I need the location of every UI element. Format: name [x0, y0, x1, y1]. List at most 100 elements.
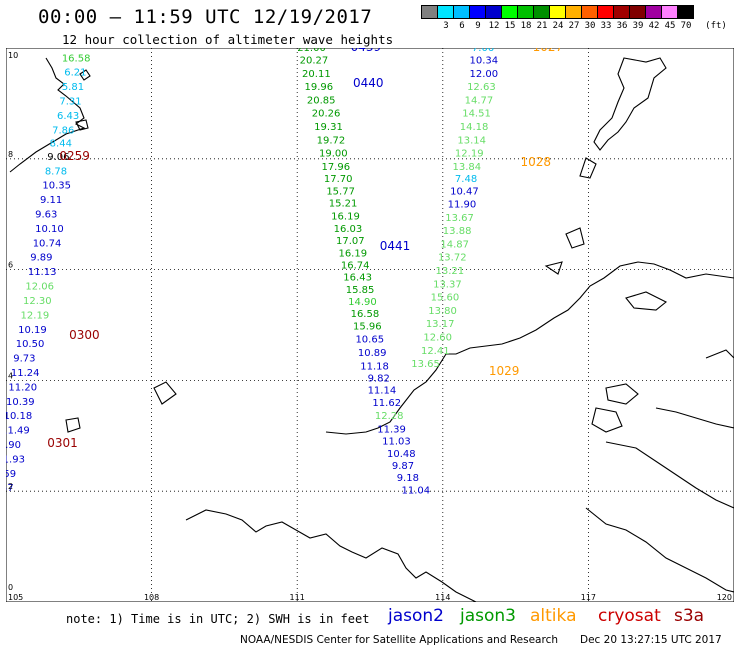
legend-cryosat: cryosat	[598, 606, 661, 626]
colorbar-swatch	[565, 5, 582, 19]
swh-observation: 21.00	[297, 48, 326, 54]
swh-observation: 10.19	[18, 325, 47, 336]
colorbar-label: 42	[648, 21, 660, 31]
colorbar-label: 39	[632, 21, 644, 31]
swh-observation: 10.89	[358, 348, 387, 359]
legend-jason3: jason3	[460, 606, 516, 626]
swh-observation: 11.90	[448, 200, 477, 211]
swh-observation: 16.19	[331, 212, 360, 223]
swh-observation: 20.26	[312, 109, 341, 120]
colorbar-swatch	[485, 5, 502, 19]
swh-observation: 6.43	[57, 111, 79, 122]
axis-labels: 105 108 111 114 117 120 0 2 4 6 8 10	[8, 51, 732, 602]
swh-observation: 11.20	[8, 382, 37, 393]
swh-observation: 5.81	[62, 82, 84, 93]
coast-segment	[705, 349, 734, 359]
credit-line: NOAA/NESDIS Center for Satellite Applica…	[240, 634, 558, 646]
swh-observation: 12.30	[23, 296, 52, 307]
swh-observation: 11.24	[11, 368, 40, 379]
swh-observation: 20.27	[300, 56, 329, 67]
observation-labels: 16.58 6.21 5.81 7.31 6.43 7.86 8.44 9.06 8.78 10.…	[6, 48, 498, 496]
swh-observation: 16.03	[334, 224, 363, 235]
borneo-coast	[325, 261, 734, 435]
swh-observation: 16.43	[343, 273, 372, 284]
swh-observation: 9.87	[392, 461, 414, 472]
colorbar-swatch	[533, 5, 550, 19]
track-time-label: 0300	[69, 328, 100, 342]
swh-observation: 8.44	[50, 139, 72, 150]
colorbar-swatch	[581, 5, 598, 19]
swh-observation: 7.86	[52, 125, 74, 136]
swh-observation: 12.19	[455, 149, 484, 160]
swh-observation: 12.63	[467, 82, 496, 93]
map-subtitle: 12 hour collection of altimeter wave hei…	[62, 32, 394, 47]
swh-observation: 10.18	[6, 411, 32, 422]
swh-observation: 13.67	[445, 213, 474, 224]
track-time-label: 1029	[489, 364, 520, 378]
swh-observation: 19.00	[319, 149, 348, 160]
swh-observation: 11.39	[377, 424, 406, 435]
swh-observation: 10.34	[469, 56, 498, 67]
swh-observation: 9.47	[6, 483, 14, 494]
swh-observation: 10.48	[387, 449, 416, 460]
swh-observation: 10.65	[355, 335, 384, 346]
track-time-label: 0439	[351, 48, 382, 54]
legend-jason2: jason2	[388, 606, 444, 626]
colorbar-swatch	[597, 5, 614, 19]
colorbar-swatch	[549, 5, 566, 19]
swh-observation: 13.17	[426, 319, 455, 330]
lon-tick-label: 120	[717, 593, 732, 602]
swh-observation: 13.72	[438, 253, 467, 264]
colorbar-label: 24	[552, 21, 564, 31]
island	[579, 157, 597, 179]
island	[591, 407, 623, 433]
swh-observation: 15.77	[326, 186, 355, 197]
swh-observation: 8.78	[45, 166, 67, 177]
swh-observation: 9.06	[47, 152, 69, 163]
lat-tick-label: 0	[8, 583, 13, 592]
track-time-label: 0259	[59, 149, 90, 163]
palawan-coast	[593, 57, 667, 151]
island	[75, 119, 89, 131]
swh-observation: 15.21	[329, 198, 358, 209]
swh-observation: 10.35	[42, 181, 71, 192]
swh-observation: 16.74	[341, 260, 370, 271]
swh-observation: 9.11	[40, 195, 62, 206]
colorbar-swatch	[501, 5, 518, 19]
swh-observation: 20.11	[302, 69, 331, 80]
colorbar-swatch	[421, 5, 438, 19]
swh-observation: 13.80	[428, 306, 457, 317]
lon-tick-label: 114	[435, 593, 450, 602]
colorbar-labels: 3 6 9 12 15 18 21 24 27 30 33 36 39 42 45 70 (ft)	[422, 21, 740, 33]
swh-observation: 15.85	[346, 285, 375, 296]
lat-tick-label: 8	[8, 150, 13, 159]
colorbar-swatch	[661, 5, 678, 19]
island	[65, 417, 81, 433]
swh-observation: 7.06	[472, 48, 494, 54]
vietnam-coast	[9, 57, 86, 173]
swh-observation: 12.28	[375, 411, 404, 422]
lon-tick-label: 105	[8, 593, 23, 602]
swh-observation: 19.31	[314, 122, 343, 133]
swh-observation: 6.21	[64, 68, 86, 79]
swh-observation: 17.96	[321, 162, 350, 173]
lon-tick-label: 111	[290, 593, 305, 602]
island	[625, 291, 668, 311]
swh-observation: 17.70	[324, 174, 353, 185]
swh-observation: 16.58	[62, 53, 91, 64]
colorbar-label: 33	[600, 21, 612, 31]
swh-observation: 10.10	[35, 224, 64, 235]
lat-tick-label: 6	[8, 261, 13, 270]
lat-tick-label: 4	[8, 371, 13, 380]
coastlines	[9, 57, 734, 602]
colorbar-label: 27	[568, 21, 580, 31]
swh-observation: 14.51	[462, 109, 491, 120]
swh-observation: 14.18	[460, 122, 489, 133]
colorbar-unit: (ft)	[705, 21, 727, 31]
island	[79, 69, 91, 81]
swh-observation: 7.31	[59, 97, 81, 108]
swh-observation: 7.48	[455, 174, 477, 185]
colorbar-label: 21	[536, 21, 548, 31]
coast-segment	[605, 441, 734, 509]
swh-observation: 11.62	[372, 398, 401, 409]
